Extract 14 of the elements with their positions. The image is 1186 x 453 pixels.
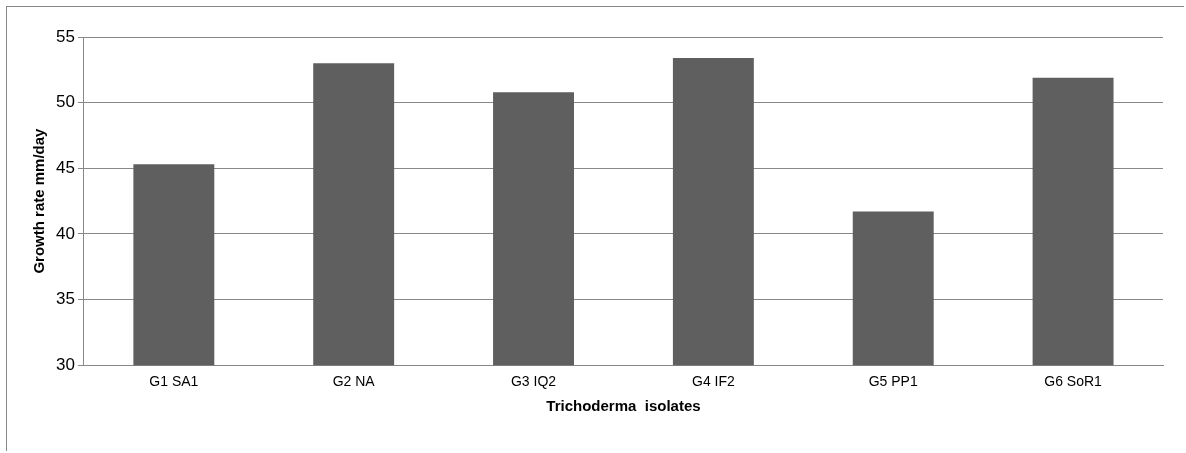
x-tick-label: G3 IQ2 bbox=[510, 373, 557, 390]
x-tick-label: G5 PP1 bbox=[868, 373, 918, 390]
y-tick-label: 55 bbox=[55, 26, 75, 46]
y-axis-title: Growth rate mm/day bbox=[30, 127, 48, 274]
x-tick-label: G6 SoR1 bbox=[1044, 373, 1103, 390]
y-tick-label: 40 bbox=[55, 223, 75, 243]
y-tick-label: 30 bbox=[55, 354, 75, 374]
y-tick-label: 35 bbox=[55, 289, 75, 309]
y-tick-label: 45 bbox=[55, 157, 75, 177]
x-axis-title: Trichoderma isolates bbox=[546, 397, 701, 415]
x-tick-label: G4 IF2 bbox=[691, 373, 735, 390]
x-tick-label: G2 NA bbox=[332, 373, 376, 390]
y-tick-label: 50 bbox=[55, 92, 75, 112]
x-tick-label: G1 SA1 bbox=[149, 373, 199, 390]
